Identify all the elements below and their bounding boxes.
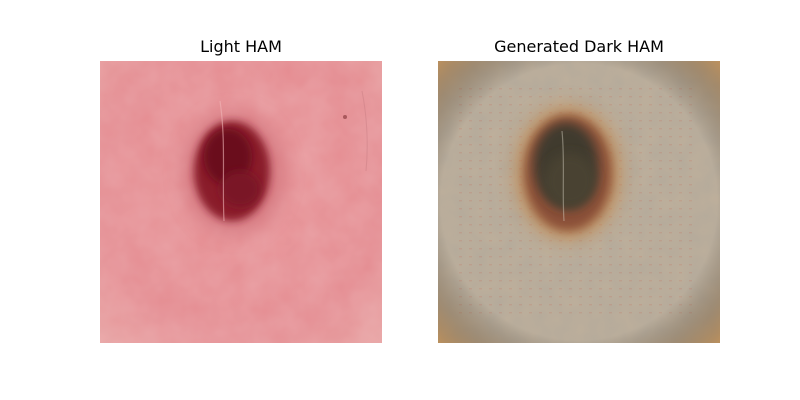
panel-title-generated-dark-ham: Generated Dark HAM xyxy=(494,37,664,56)
generated-dark-ham-image xyxy=(438,61,720,343)
light-ham-image xyxy=(100,61,382,343)
panel-title-light-ham: Light HAM xyxy=(200,37,282,56)
